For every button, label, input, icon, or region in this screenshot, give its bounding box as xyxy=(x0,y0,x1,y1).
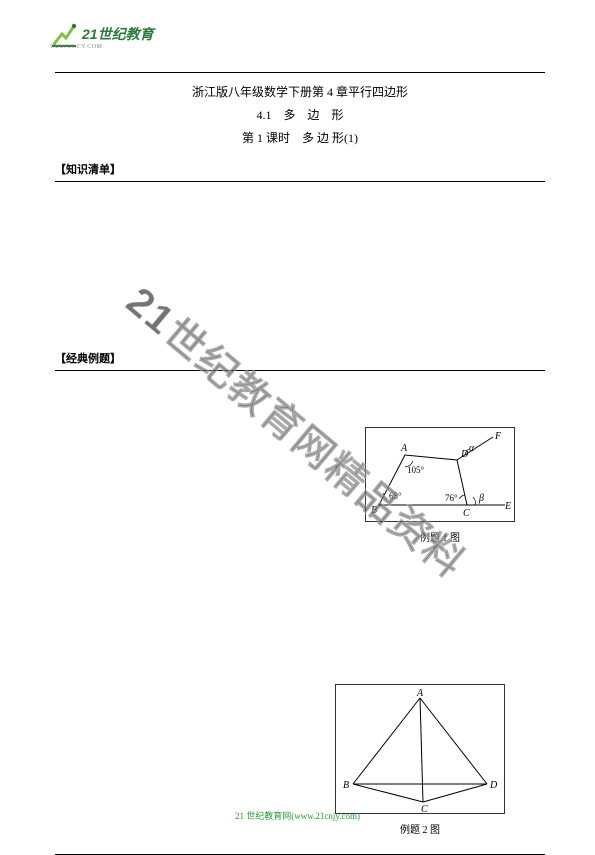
figure-2-caption: 例题 2 图 xyxy=(335,821,505,836)
label-C: C xyxy=(463,508,470,519)
angle-65: 65° xyxy=(389,491,402,501)
section-knowledge-list: 【知识清单】 xyxy=(55,161,545,177)
angle-76: 76° xyxy=(445,493,458,503)
figure-1-svg: A B C D E F 105° 65° 76° α β xyxy=(365,427,515,522)
logo-text: 21世纪教育 xyxy=(82,24,154,44)
label-E: E xyxy=(504,501,511,512)
title-line-3: 第 1 课时 多 边 形(1) xyxy=(55,127,545,150)
angle-alpha: α xyxy=(469,443,475,454)
title-line-2: 4.1 多 边 形 xyxy=(55,104,545,127)
content-frame: 浙江版八年级数学下册第 4 章平行四边形 4.1 多 边 形 第 1 课时 多 … xyxy=(55,72,545,855)
examples-body xyxy=(55,377,545,417)
figure-1: A B C D E F 105° 65° 76° α β 例题 1 图 xyxy=(365,427,515,544)
knowledge-body xyxy=(55,188,545,338)
angle-105: 105° xyxy=(407,465,425,475)
title-line-1: 浙江版八年级数学下册第 4 章平行四边形 xyxy=(55,81,545,104)
label-A2: A xyxy=(416,688,424,699)
angle-beta: β xyxy=(478,493,484,504)
label-B: B xyxy=(371,505,377,516)
label-D2: D xyxy=(489,780,498,791)
title-block: 浙江版八年级数学下册第 4 章平行四边形 4.1 多 边 形 第 1 课时 多 … xyxy=(55,81,545,149)
label-F: F xyxy=(494,431,502,442)
page-footer: 21 世纪教育网(www.21cnjy.com) xyxy=(0,809,595,822)
section-classic-examples: 【经典例题】 xyxy=(55,350,545,366)
spacer xyxy=(55,554,545,674)
label-B2: B xyxy=(343,780,349,791)
divider xyxy=(55,370,545,371)
divider xyxy=(55,181,545,182)
label-A: A xyxy=(400,443,408,454)
label-D: D xyxy=(460,449,469,460)
logo-tagline: UUUJUI.CY.COM xyxy=(50,44,102,50)
figure-2-svg: A B C D xyxy=(335,684,505,814)
figure-1-caption: 例题 1 图 xyxy=(365,529,515,544)
